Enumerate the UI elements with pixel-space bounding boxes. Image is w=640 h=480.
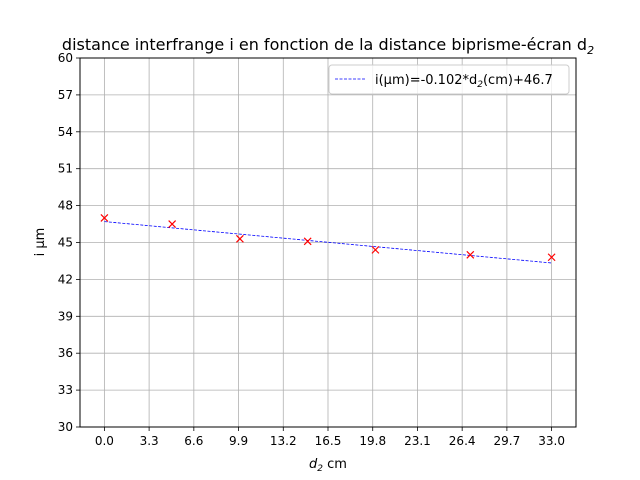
y-axis-label: i µm [33,228,48,257]
x-tick-label: 16.5 [315,434,342,448]
x-tick-label: 33.0 [538,434,565,448]
data-point [466,250,475,259]
x-tick-label: 13.2 [270,434,297,448]
data-point [168,220,177,228]
x-tick-label: 3.3 [140,434,159,448]
y-axis-ticks: 30 33 36 39 42 45 48 51 54 57 60 [58,51,80,434]
y-tick-label: 48 [58,199,73,213]
legend-box [328,64,570,95]
y-tick-label: 36 [58,346,73,360]
y-tick-label: 33 [58,383,73,397]
fit-line-layer [104,221,552,264]
legend-fit-label: i(µm)=-0.102*d2(cm)+46.7 [375,73,553,90]
data-points-layer [100,213,556,262]
y-tick-label: 57 [58,88,73,102]
x-tick-label: 9.9 [229,434,248,448]
x-axis-ticks: 0.0 3.3 6.6 9.9 13.2 16.5 19.8 23.1 26.4 29.7 33.0 [95,427,565,448]
y-tick-label: 39 [58,309,73,323]
y-tick-label: 51 [58,162,73,176]
y-tick-label: 54 [58,125,73,139]
x-tick-label: 6.6 [184,434,203,448]
y-tick-label: 42 [58,272,73,286]
data-point [100,213,109,222]
legend: i(µm)=-0.102*d2(cm)+46.7 [328,64,570,95]
y-tick-label: 60 [58,51,73,65]
x-tick-label: 23.1 [404,434,431,448]
data-point [371,245,380,254]
x-tick-label: 26.4 [449,434,476,448]
y-tick-label: 30 [58,420,73,434]
fit-line [104,221,552,264]
data-point [303,237,312,246]
x-tick-label: 29.7 [494,434,521,448]
chart-title: distance interfrange i en fonction de la… [62,35,594,57]
data-point [235,234,244,243]
data-point [547,253,556,262]
x-tick-label: 19.8 [359,434,386,448]
x-tick-label: 0.0 [95,434,114,448]
x-axis-label: d2 cm [309,457,347,474]
chart-title-subscript: 2 [587,44,594,57]
y-tick-label: 45 [58,236,73,250]
